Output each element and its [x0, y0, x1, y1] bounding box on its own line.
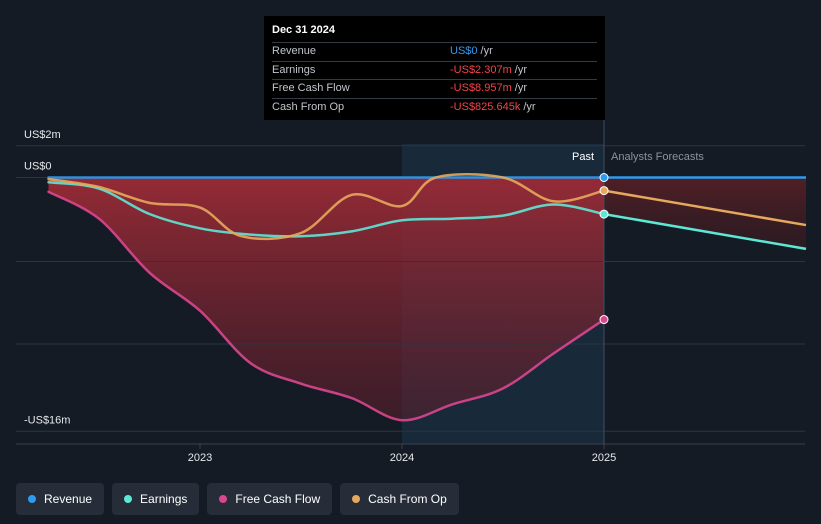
- x-tick-label: 2023: [188, 452, 212, 464]
- legend-item-cash-from-op[interactable]: Cash From Op: [340, 483, 459, 515]
- legend-label: Earnings: [140, 492, 188, 506]
- legend-label: Free Cash Flow: [235, 492, 321, 506]
- revenue-marker: [599, 173, 609, 182]
- tooltip-row-cash-from-op: Cash From Op -US$825.645k /yr: [272, 97, 597, 117]
- legend-item-earnings[interactable]: Earnings: [112, 483, 200, 515]
- tooltip-value: US$0: [450, 45, 478, 57]
- tooltip-label: Revenue: [272, 45, 317, 57]
- tooltip-unit: /yr: [480, 45, 493, 57]
- earnings-marker: [599, 209, 609, 219]
- tooltip-label: Free Cash Flow: [272, 82, 350, 94]
- tooltip-row-free-cash-flow: Free Cash Flow -US$8.957m /yr: [272, 79, 597, 98]
- tooltip-label: Cash From Op: [272, 100, 345, 113]
- earnings-line: [47, 181, 606, 238]
- tooltip-row-revenue: Revenue US$0 /yr: [272, 42, 597, 61]
- cash-from-op-marker: [599, 186, 609, 196]
- y-tick-label: US$2m: [24, 129, 61, 141]
- free-cash-flow-area: [48, 177, 604, 421]
- tooltip-label: Earnings: [272, 63, 316, 76]
- tooltip-unit: /yr: [514, 82, 527, 94]
- legend-label: Cash From Op: [368, 492, 447, 506]
- legend-dot-icon: [352, 495, 361, 503]
- tooltip: Dec 31 2024 Revenue US$0 /yr Earnings -U…: [264, 16, 605, 120]
- cash-from-op-line: [47, 172, 606, 241]
- free-cash-flow-line: [47, 190, 606, 422]
- tooltip-unit: /yr: [514, 63, 527, 76]
- tooltip-value: -US$8.957m: [450, 82, 512, 94]
- legend-label: Revenue: [44, 492, 93, 506]
- forecast-area: [604, 177, 806, 249]
- free-cash-flow-marker: [599, 315, 609, 325]
- legend-dot-icon: [124, 495, 133, 503]
- legend-dot-icon: [219, 495, 228, 503]
- y-tick-label: US$0: [24, 161, 52, 173]
- cash-from-op-forecast-line: [603, 189, 807, 227]
- x-tick-label: 2025: [592, 452, 616, 464]
- tooltip-row-earnings: Earnings -US$2.307m /yr: [272, 60, 597, 80]
- tooltip-date: Dec 31 2024: [272, 24, 335, 36]
- legend-dot-icon: [28, 495, 36, 503]
- legend-item-revenue[interactable]: Revenue: [16, 483, 105, 515]
- tooltip-value: -US$825.645k: [450, 100, 521, 113]
- tooltip-unit: /yr: [523, 100, 536, 113]
- legend: Revenue Earnings Free Cash Flow Cash Fro…: [16, 483, 459, 515]
- earnings-forecast-line: [603, 212, 807, 251]
- forecast-label: Analysts Forecasts: [611, 151, 704, 163]
- tooltip-value: -US$2.307m: [450, 63, 512, 76]
- chart: US$2m US$0 -US$16m 2023 2024 2025 Past Analysts…: [16, 120, 807, 464]
- x-tick-label: 2024: [390, 452, 414, 464]
- y-tick-label: -US$16m: [24, 414, 70, 426]
- legend-item-free-cash-flow[interactable]: Free Cash Flow: [207, 483, 333, 515]
- past-label: Past: [572, 151, 594, 163]
